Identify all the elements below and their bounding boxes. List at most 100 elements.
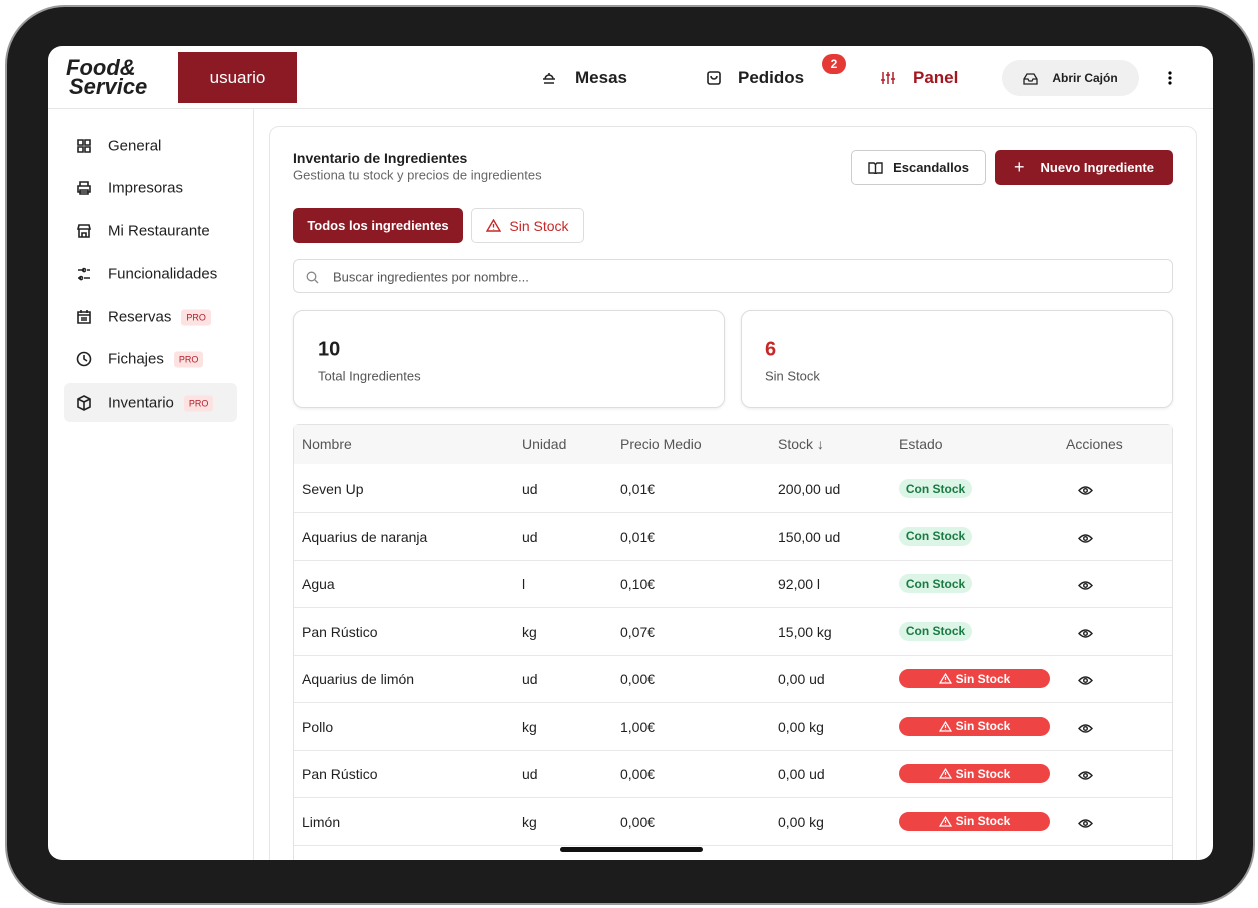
- column-header: Acciones: [1066, 436, 1123, 452]
- filter-button[interactable]: Todos los ingredientes: [293, 208, 463, 243]
- icon: [938, 815, 952, 827]
- row-divider: [294, 559, 1172, 561]
- cell: 0,00€: [620, 766, 656, 782]
- cell: 0,00 kg: [778, 718, 824, 735]
- button-label: Abrir Cajón: [1052, 71, 1118, 85]
- title: Inventario de Ingredientes: [293, 150, 468, 166]
- cell: 150,00 ud: [778, 528, 841, 545]
- icon: [1078, 771, 1093, 780]
- status-badge: Con Stock: [899, 526, 972, 546]
- view-button[interactable]: [1078, 673, 1093, 691]
- sidebar-item[interactable]: Reservas PRO: [108, 308, 211, 326]
- status-badge: Con Stock: [899, 479, 972, 498]
- button[interactable]: Escandallos: [851, 150, 986, 185]
- view-button[interactable]: [1078, 816, 1093, 834]
- icon: [1078, 581, 1093, 590]
- sidebar-label: Inventario: [108, 394, 174, 412]
- table-header: [294, 425, 1172, 464]
- cell: Pollo: [302, 718, 334, 735]
- view-button[interactable]: [1078, 626, 1093, 644]
- cell: kg: [522, 718, 537, 735]
- column-header: Estado: [899, 436, 943, 452]
- column-header: Stock ↓: [778, 436, 824, 452]
- row-divider: [294, 654, 1172, 656]
- status-label: Sin Stock: [955, 814, 1011, 828]
- cell: 0,00 kg: [778, 813, 824, 830]
- status-label: Con Stock: [905, 481, 966, 496]
- pro-tag: PRO: [181, 309, 211, 326]
- status-badge: Con Stock: [899, 621, 972, 641]
- sidebar-item[interactable]: General: [108, 138, 161, 155]
- sidebar-label: Fichajes: [108, 350, 164, 368]
- sidebar-item[interactable]: Fichajes PRO: [108, 350, 204, 368]
- cell: l: [522, 576, 526, 592]
- icon: [76, 309, 92, 330]
- icon-svg: [77, 395, 91, 411]
- drawer-button[interactable]: Abrir Cajón: [1002, 60, 1139, 96]
- user-button[interactable]: usuario: [178, 52, 297, 103]
- status-badge: Con Stock: [899, 574, 972, 593]
- stat-label: Sin Stock: [765, 368, 820, 384]
- nav-item[interactable]: Mesas: [575, 68, 627, 87]
- logo: Food& Service: [66, 57, 147, 98]
- sidebar-item[interactable]: Mi Restaurante: [108, 223, 210, 240]
- cell: 0,01€: [620, 528, 656, 545]
- icon-svg: [78, 267, 90, 281]
- cell: ud: [522, 671, 538, 687]
- icon: [938, 673, 952, 684]
- cell: 1,00€: [620, 718, 656, 735]
- cell: kg: [522, 623, 537, 640]
- stat-value: 10: [318, 338, 341, 361]
- status-badge: Sin Stock: [899, 669, 1050, 688]
- icon: [1078, 723, 1093, 733]
- cell: ud: [522, 528, 538, 545]
- icon: [1078, 676, 1093, 685]
- column-header: Nombre: [302, 436, 352, 452]
- sidebar-border: [253, 109, 254, 860]
- view-button[interactable]: [1078, 721, 1093, 739]
- icon: [543, 73, 555, 84]
- cell: Pan Rústico: [302, 623, 378, 640]
- button-label: Nuevo Ingrediente: [1040, 160, 1154, 175]
- row-divider: [294, 607, 1172, 608]
- sidebar-item[interactable]: Impresoras: [108, 180, 183, 197]
- cell: Aquarius de naranja: [302, 528, 428, 545]
- icon: [938, 768, 952, 779]
- row-divider: [294, 749, 1172, 751]
- icon: [938, 673, 952, 684]
- filter-button[interactable]: Sin Stock: [471, 208, 584, 243]
- badge: 2: [822, 54, 846, 74]
- column-header: Precio Medio: [620, 436, 702, 452]
- status-badge: Sin Stock: [899, 764, 1050, 783]
- menu-dots[interactable]: [1167, 70, 1173, 86]
- view-button[interactable]: [1078, 483, 1093, 501]
- cell: 0,00€: [620, 813, 656, 830]
- status-badge: Sin Stock: [899, 811, 1050, 831]
- nav-item[interactable]: Pedidos: [738, 68, 805, 87]
- sidebar-item[interactable]: Funcionalidades: [108, 266, 217, 283]
- search-box[interactable]: [293, 259, 1173, 293]
- row-divider: [294, 797, 1172, 798]
- cell: 0,10€: [620, 576, 656, 592]
- cell: Limón: [302, 813, 341, 830]
- status-label: Sin Stock: [955, 766, 1011, 781]
- status-label: Sin Stock: [955, 671, 1011, 686]
- icon: [76, 395, 92, 416]
- pro-tag: PRO: [173, 351, 204, 368]
- view-button[interactable]: [1078, 578, 1093, 596]
- view-button[interactable]: [1078, 531, 1093, 549]
- button[interactable]: + Nuevo Ingrediente: [995, 150, 1173, 185]
- icon: [76, 180, 92, 201]
- cell: 92,00 l: [778, 576, 821, 592]
- icon: [938, 720, 952, 732]
- stat-card: [293, 310, 725, 408]
- nav-item[interactable]: Panel: [913, 68, 959, 87]
- icon: [1078, 818, 1093, 828]
- icon: [938, 768, 952, 779]
- sidebar-item[interactable]: Inventario PRO: [108, 394, 214, 412]
- sidebar-label: General: [108, 137, 162, 155]
- view-button[interactable]: [1078, 768, 1093, 786]
- status-label: Con Stock: [905, 576, 966, 591]
- home-indicator: [560, 847, 703, 852]
